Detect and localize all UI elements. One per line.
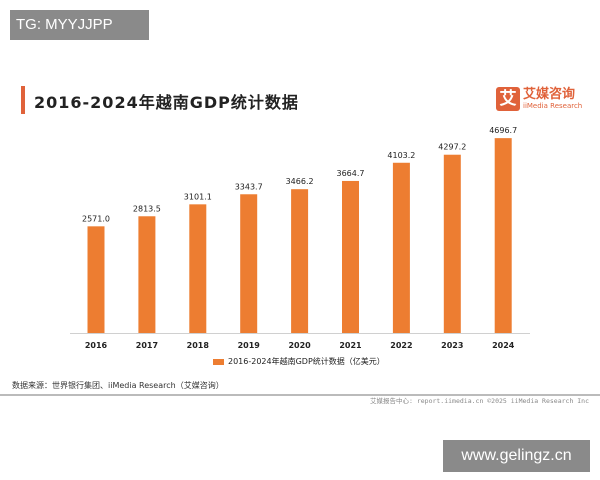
legend-label: 2016-2024年越南GDP统计数据（亿美元） — [228, 357, 385, 366]
watermark-bottom: www.gelingz.cn — [443, 440, 590, 472]
x-tick-2021: 2021 — [339, 341, 362, 350]
data-label-2021: 3664.7 — [337, 169, 365, 178]
x-tick-2018: 2018 — [187, 341, 210, 350]
x-tick-2017: 2017 — [136, 341, 158, 350]
x-tick-2016: 2016 — [85, 341, 108, 350]
bar-2022 — [392, 162, 410, 333]
title-accent-bar — [21, 86, 25, 114]
logo: 艾 艾媒咨询 iiMedia Research — [496, 87, 582, 111]
bar-2023 — [443, 154, 461, 333]
logo-mark: 艾 — [496, 87, 520, 111]
footer: 艾媒报告中心: report.iimedia.cn ©2025 iiMedia … — [370, 397, 590, 405]
bar-2016 — [87, 226, 105, 333]
data-label-2017: 2813.5 — [133, 204, 161, 213]
x-tick-2019: 2019 — [238, 341, 261, 350]
x-tick-2022: 2022 — [390, 341, 412, 350]
data-label-2018: 3101.1 — [184, 192, 212, 201]
bar-2024 — [494, 138, 512, 333]
data-label-2022: 4103.2 — [387, 151, 415, 160]
legend: 2016-2024年越南GDP统计数据（亿美元） — [213, 356, 385, 367]
data-label-2024: 4696.7 — [489, 126, 517, 135]
logo-cn: 艾媒咨询 — [523, 87, 576, 102]
bar-2019 — [240, 194, 258, 333]
data-label-2016: 2571.0 — [82, 214, 110, 223]
data-label-2019: 3343.7 — [235, 182, 263, 191]
logo-en: iiMedia Research — [523, 102, 583, 110]
bar-2017 — [138, 216, 156, 333]
bar-2018 — [189, 204, 207, 333]
x-tick-2023: 2023 — [441, 341, 463, 350]
bar-2020 — [291, 189, 309, 333]
source-note: 数据来源：世界银行集团、iiMedia Research（艾媒咨询） — [12, 381, 224, 390]
x-tick-2020: 2020 — [288, 341, 311, 350]
divider — [0, 394, 600, 396]
chart-title: 2016-2024年越南GDP统计数据 — [34, 93, 299, 112]
legend-swatch — [213, 358, 224, 365]
bar-2021 — [342, 180, 359, 333]
data-label-2023: 4297.2 — [438, 143, 466, 152]
watermark-top: TG: MYYJJPP — [10, 10, 149, 40]
x-tick-2024: 2024 — [492, 341, 515, 350]
data-label-2020: 3466.2 — [286, 177, 314, 186]
